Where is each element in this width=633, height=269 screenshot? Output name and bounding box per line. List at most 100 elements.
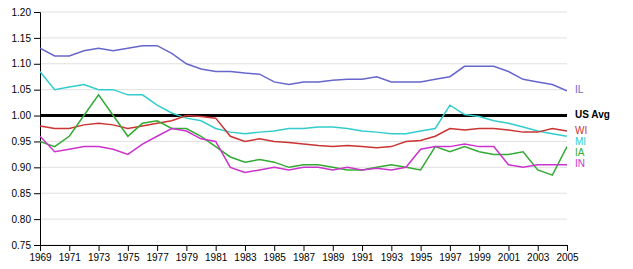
x-tick: 1977: [146, 245, 169, 263]
x-tick-mark: [538, 245, 539, 251]
x-tick-mark: [333, 245, 334, 251]
x-tick-mark: [128, 245, 129, 251]
y-tick: 0.85: [12, 188, 40, 199]
x-tick: 1975: [117, 245, 140, 263]
series-line: [40, 116, 567, 148]
x-tick: 1999: [469, 245, 492, 263]
y-tick-mark: [34, 64, 40, 65]
grid-line: [40, 193, 567, 194]
y-axis-line: [34, 13, 41, 246]
grid-line: [40, 219, 567, 220]
x-tick-mark: [567, 245, 568, 251]
y-tick-mark: [34, 116, 40, 117]
x-tick-mark: [245, 245, 246, 251]
y-tick: 1.00: [12, 110, 40, 121]
x-tick-mark: [450, 245, 451, 251]
x-tick-mark: [304, 245, 305, 251]
y-tick-mark: [34, 167, 40, 168]
x-tick: 1971: [59, 245, 82, 263]
x-tick: 2005: [556, 245, 579, 263]
grid-line: [40, 63, 567, 64]
x-tick: 1979: [176, 245, 199, 263]
legend: ILUS AvgWIMIIAIN: [575, 84, 610, 169]
x-tick: 1989: [322, 245, 345, 263]
y-tick-label: 1.20: [12, 7, 32, 18]
y-tick: 1.15: [12, 33, 40, 44]
x-tick-label: 1993: [381, 252, 404, 263]
y-tick-mark: [34, 12, 40, 13]
x-tick-label: 1989: [322, 252, 345, 263]
y-tick-label: 1.15: [12, 33, 32, 44]
x-tick-label: 1973: [88, 252, 111, 263]
x-tick-label: 1981: [205, 252, 228, 263]
y-tick: 1.10: [12, 58, 40, 69]
x-tick-label: 1977: [146, 252, 169, 263]
legend-label: IA: [575, 147, 585, 158]
legend-label: IN: [575, 158, 585, 169]
reference-line: [40, 114, 567, 117]
x-tick-label: 2003: [527, 252, 550, 263]
x-axis: 1969 1971 1973 1975 1977 1979 1981 1983 1985 1987…: [29, 245, 579, 263]
y-tick: 0.95: [12, 136, 40, 147]
y-tick-label: 1.10: [12, 58, 32, 69]
x-tick: 1995: [410, 245, 433, 263]
x-tick: 1981: [205, 245, 228, 263]
legend-label: IL: [575, 84, 584, 95]
x-axis-line: [41, 246, 568, 252]
x-tick: 1991: [351, 245, 374, 263]
x-tick-label: 1979: [176, 252, 199, 263]
grid-line: [40, 37, 567, 38]
x-tick-label: 1983: [234, 252, 257, 263]
x-tick-label: 1995: [410, 252, 433, 263]
grid-line: [40, 115, 567, 116]
x-tick: 1997: [439, 245, 462, 263]
y-tick: 0.80: [12, 214, 40, 225]
x-tick: 1985: [264, 245, 287, 263]
x-tick-mark: [508, 245, 509, 251]
y-tick-label: 0.95: [12, 136, 32, 147]
x-tick: 1993: [381, 245, 404, 263]
y-tick-mark: [34, 219, 40, 220]
y-tick-label: 0.80: [12, 214, 32, 225]
x-tick: 1973: [88, 245, 111, 263]
x-tick-mark: [421, 245, 422, 251]
grid-line: [40, 89, 567, 90]
y-tick-mark: [34, 141, 40, 142]
y-tick-label: 1.05: [12, 84, 32, 95]
y-tick-mark: [34, 193, 40, 194]
x-tick: 1969: [29, 245, 52, 263]
y-tick: 0.90: [12, 162, 40, 173]
y-tick-label: 1.00: [12, 110, 32, 121]
x-tick-label: 1999: [469, 252, 492, 263]
x-tick: 2003: [527, 245, 550, 263]
x-tick-mark: [479, 245, 480, 251]
x-tick-label: 2005: [556, 252, 579, 263]
x-tick-mark: [216, 245, 217, 251]
x-tick-label: 2001: [498, 252, 521, 263]
x-tick: 1983: [234, 245, 257, 263]
y-tick-mark: [34, 90, 40, 91]
x-tick-mark: [391, 245, 392, 251]
x-tick: 2001: [498, 245, 521, 263]
y-tick-label: 0.75: [12, 240, 32, 251]
x-tick: 1987: [293, 245, 316, 263]
x-tick-label: 1991: [351, 252, 374, 263]
y-tick: 0.75: [12, 240, 40, 251]
y-tick-mark: [34, 245, 40, 246]
grid: [40, 12, 567, 245]
y-tick-label: 0.85: [12, 188, 32, 199]
x-tick-label: 1975: [117, 252, 140, 263]
series-line: [40, 95, 567, 175]
x-tick-mark: [69, 245, 70, 251]
y-tick-label: 0.90: [12, 162, 32, 173]
x-tick-label: 1987: [293, 252, 316, 263]
x-tick-label: 1971: [59, 252, 82, 263]
chart: 1969 1971 1973 1975 1977 1979 1981 1983 1985 1987…: [0, 0, 633, 269]
x-tick-mark: [186, 245, 187, 251]
x-tick-mark: [157, 245, 158, 251]
legend-label: WI: [575, 125, 587, 136]
grid-line: [40, 141, 567, 142]
plot-area: [40, 46, 567, 175]
y-axis: 0.75 0.80 0.85 0.90 0.95 1.00 1.05 1.10 1.15 1.20: [12, 7, 41, 251]
x-tick-mark: [274, 245, 275, 251]
